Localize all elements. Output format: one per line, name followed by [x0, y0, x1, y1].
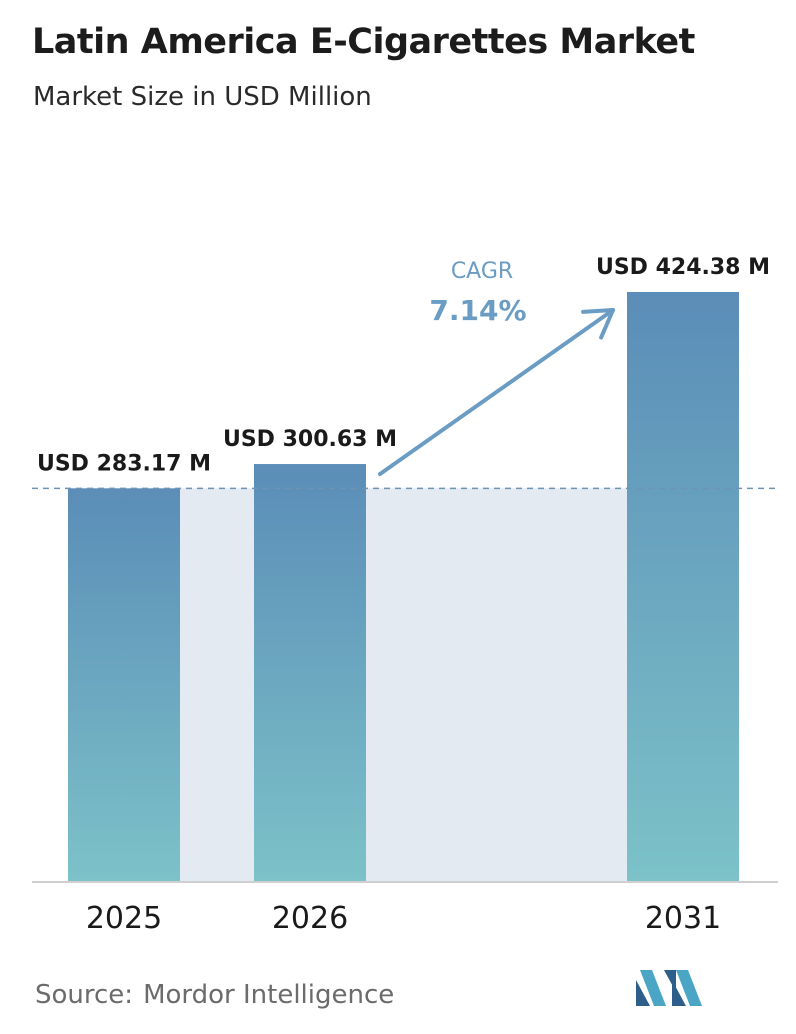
cagr-value: 7.14%: [429, 294, 526, 327]
source-label: Source:: [35, 980, 134, 1010]
x-tick-labels-group: 2025 2026 2031: [86, 901, 721, 936]
bar-2026: [254, 464, 366, 882]
data-labels-group: USD 283.17 M USD 300.63 M USD 424.38 M: [37, 255, 770, 476]
bar-2031: [627, 292, 739, 882]
cagr-label: CAGR: [451, 259, 513, 284]
cagr-arrow-shaft: [378, 308, 615, 477]
data-label-2031: USD 424.38 M: [596, 255, 770, 280]
x-tick-label-2025: 2025: [86, 901, 162, 936]
page-title: Latin America E-Cigarettes Market: [32, 22, 695, 62]
data-label-2025: USD 283.17 M: [37, 451, 211, 476]
bar-2025: [68, 488, 180, 882]
cagr-arrow-head: [581, 308, 615, 340]
source-name: Mordor Intelligence: [143, 980, 395, 1010]
bars-group: [68, 292, 739, 882]
reference-band: [180, 488, 627, 882]
mordor-intelligence-logo-icon: [636, 970, 702, 1006]
background-bands: [180, 488, 627, 882]
cagr-arrow: [378, 308, 615, 477]
data-label-2026: USD 300.63 M: [223, 427, 397, 452]
source-note: Source: Mordor Intelligence: [35, 980, 394, 1010]
x-tick-label-2031: 2031: [645, 901, 721, 936]
x-tick-label-2026: 2026: [272, 901, 348, 936]
page-subtitle: Market Size in USD Million: [33, 82, 372, 112]
